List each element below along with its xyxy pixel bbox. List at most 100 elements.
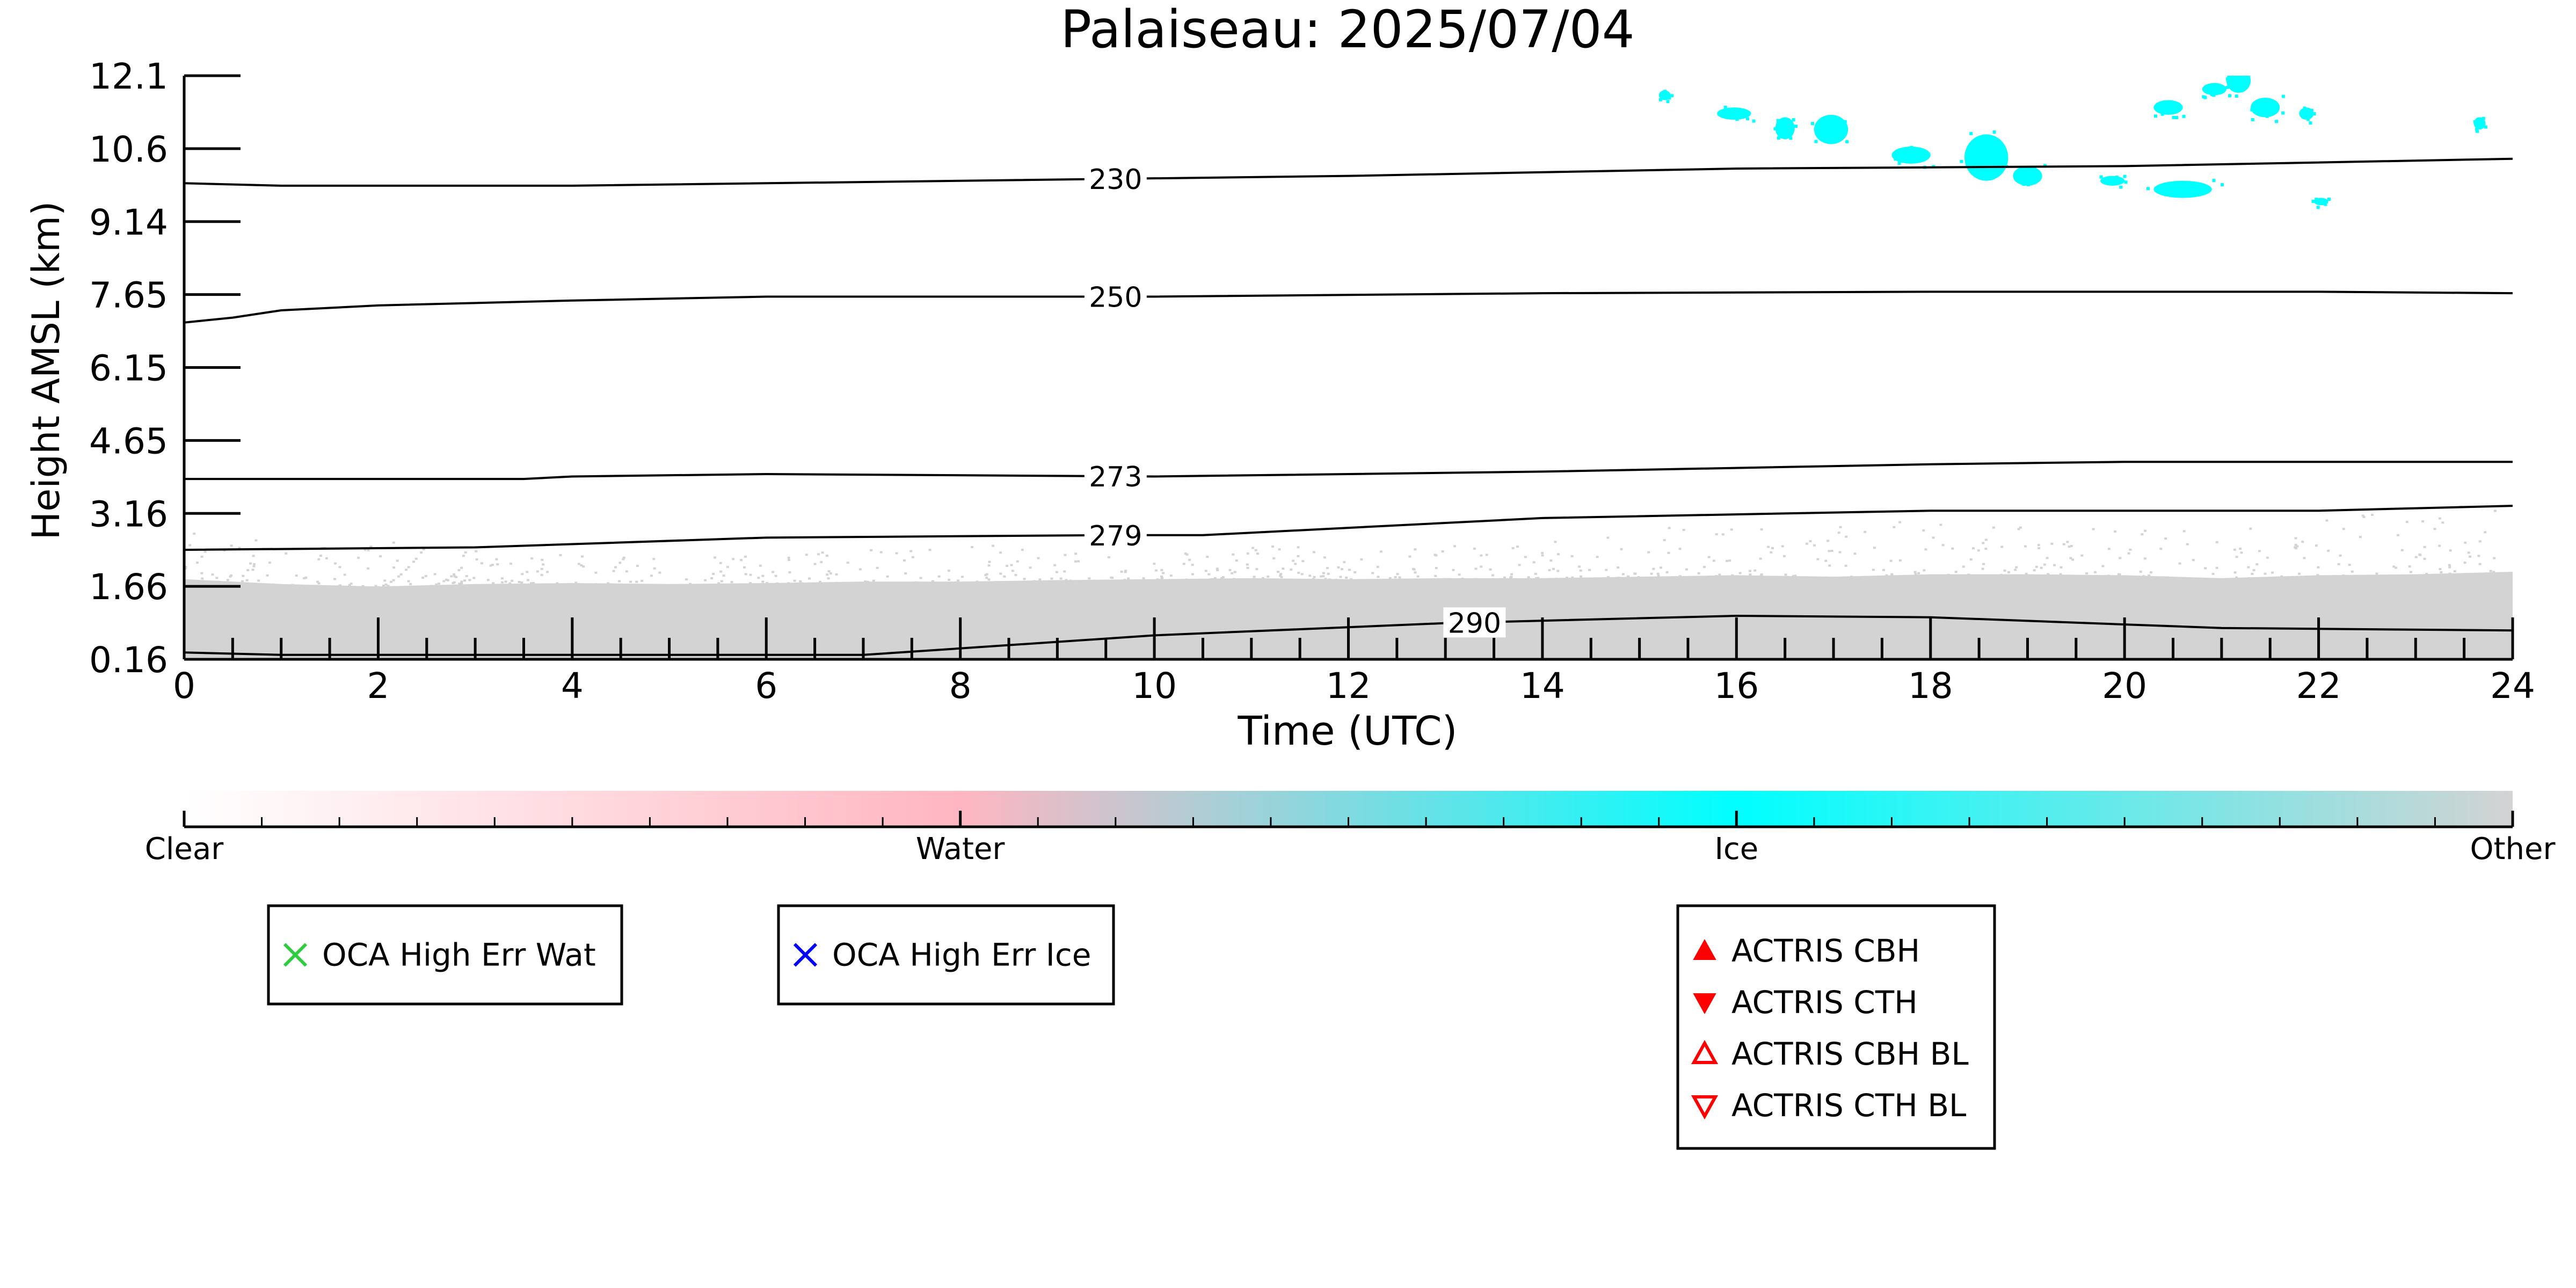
other-class-speckle — [2070, 544, 2073, 547]
other-class-speckle — [1999, 573, 2003, 576]
other-class-speckle — [652, 558, 656, 561]
ice-cloud-patch — [2202, 83, 2226, 96]
other-class-speckle — [2182, 530, 2186, 533]
other-class-speckle — [238, 547, 241, 549]
other-class-speckle — [412, 561, 416, 563]
ice-cloud-speckle — [2146, 187, 2150, 191]
other-class-speckle — [496, 563, 499, 566]
other-class-speckle — [430, 585, 433, 587]
other-class-speckle — [1726, 559, 1729, 562]
other-class-speckle — [1721, 533, 1724, 536]
legend-entry-label: ACTRIS CTH BL — [1731, 1087, 1966, 1124]
other-class-speckle — [1328, 578, 1331, 581]
other-class-speckle — [464, 551, 467, 554]
other-class-speckle — [486, 579, 490, 581]
other-class-speckle — [956, 579, 959, 582]
other-class-speckle — [2317, 566, 2320, 569]
other-class-speckle — [384, 583, 388, 586]
other-class-speckle — [2050, 542, 2054, 545]
other-class-speckle — [246, 569, 250, 572]
other-class-speckle — [988, 561, 991, 563]
other-class-speckle — [1620, 548, 1623, 550]
other-class-speckle — [722, 574, 725, 577]
other-class-speckle — [658, 571, 661, 574]
other-class-speckle — [1292, 559, 1295, 562]
other-class-speckle — [2233, 548, 2236, 551]
other-class-speckle — [1161, 577, 1164, 579]
ice-cloud-speckle — [2026, 183, 2030, 186]
other-class-speckle — [1767, 545, 1770, 548]
ice-cloud-speckle — [2225, 77, 2229, 81]
other-class-speckle — [1297, 555, 1300, 557]
other-class-speckle — [285, 552, 288, 555]
other-class-speckle — [1749, 573, 1752, 576]
legend-x-marker-icon — [283, 943, 308, 967]
other-class-speckle — [1491, 574, 1495, 577]
legend-triangle-down-icon — [1691, 1095, 1719, 1120]
other-class-speckle — [2370, 513, 2374, 516]
other-class-speckle — [1124, 571, 1127, 573]
ice-cloud-speckle — [2479, 118, 2483, 122]
other-class-speckle — [928, 549, 932, 551]
other-class-speckle — [1678, 548, 1682, 550]
ice-cloud-patch — [2100, 176, 2125, 186]
other-class-speckle — [931, 580, 934, 583]
legend-area: OCA High Err Wat OCA High Err Ice ACTRIS C… — [267, 904, 1996, 1150]
other-class-speckle — [799, 580, 802, 583]
ice-cloud-speckle — [2281, 94, 2285, 98]
contour-label: 250 — [1089, 281, 1142, 314]
ice-cloud-speckle — [2476, 129, 2479, 133]
other-class-speckle — [1570, 555, 1574, 558]
other-class-speckle — [994, 581, 998, 584]
ice-cloud-patch — [1891, 147, 1931, 164]
ice-cloud-speckle — [2302, 111, 2306, 114]
x-tick-label: 4 — [561, 665, 584, 707]
other-class-speckle — [1124, 570, 1127, 572]
other-class-speckle — [1377, 576, 1380, 578]
ice-cloud-speckle — [1663, 90, 1667, 93]
other-class-speckle — [1972, 547, 1975, 550]
other-class-speckle — [1890, 573, 1894, 576]
other-class-speckle — [536, 570, 539, 573]
other-class-speckle — [1882, 569, 1885, 571]
other-class-speckle — [1697, 572, 1700, 574]
other-class-speckle — [2477, 555, 2480, 557]
other-class-speckle — [1159, 579, 1162, 581]
ice-cloud-patch — [1775, 117, 1795, 140]
other-class-speckle — [1294, 563, 1297, 565]
other-class-speckle — [2438, 517, 2441, 520]
other-class-speckle — [272, 583, 275, 586]
other-class-speckle — [1246, 552, 1249, 555]
other-class-speckle — [1667, 551, 1670, 554]
other-class-speckle — [2327, 549, 2330, 552]
other-class-speckle — [1816, 558, 1820, 561]
other-class-speckle — [1813, 544, 1816, 547]
other-class-speckle — [1077, 560, 1080, 563]
other-class-speckle — [650, 574, 653, 577]
ice-cloud-speckle — [2124, 180, 2128, 184]
y-tick-label: 12.1 — [89, 56, 168, 97]
other-class-speckle — [937, 575, 941, 578]
ice-cloud-speckle — [2275, 120, 2279, 123]
other-class-speckle — [1322, 572, 1325, 574]
other-class-speckle — [545, 571, 549, 573]
other-class-speckle — [2119, 557, 2122, 559]
y-tick-label: 7.65 — [89, 275, 168, 316]
ice-cloud-speckle — [2021, 168, 2025, 172]
ice-cloud-speckle — [2203, 96, 2207, 99]
ice-cloud-speckle — [2176, 106, 2180, 110]
other-class-speckle — [319, 555, 323, 557]
other-class-speckle — [396, 559, 399, 562]
other-class-speckle — [1032, 580, 1036, 583]
ice-cloud-speckle — [2315, 198, 2318, 201]
other-class-speckle — [1261, 577, 1264, 579]
ice-cloud-speckle — [1792, 118, 1795, 122]
other-class-speckle — [1534, 572, 1537, 575]
other-class-speckle — [2025, 572, 2028, 575]
other-class-speckle — [1320, 575, 1323, 578]
other-class-speckle — [399, 573, 403, 576]
other-class-speckle — [2342, 528, 2345, 530]
other-class-speckle — [582, 565, 585, 568]
other-class-speckle — [1794, 574, 1797, 577]
ice-cloud-patch — [2153, 180, 2212, 198]
